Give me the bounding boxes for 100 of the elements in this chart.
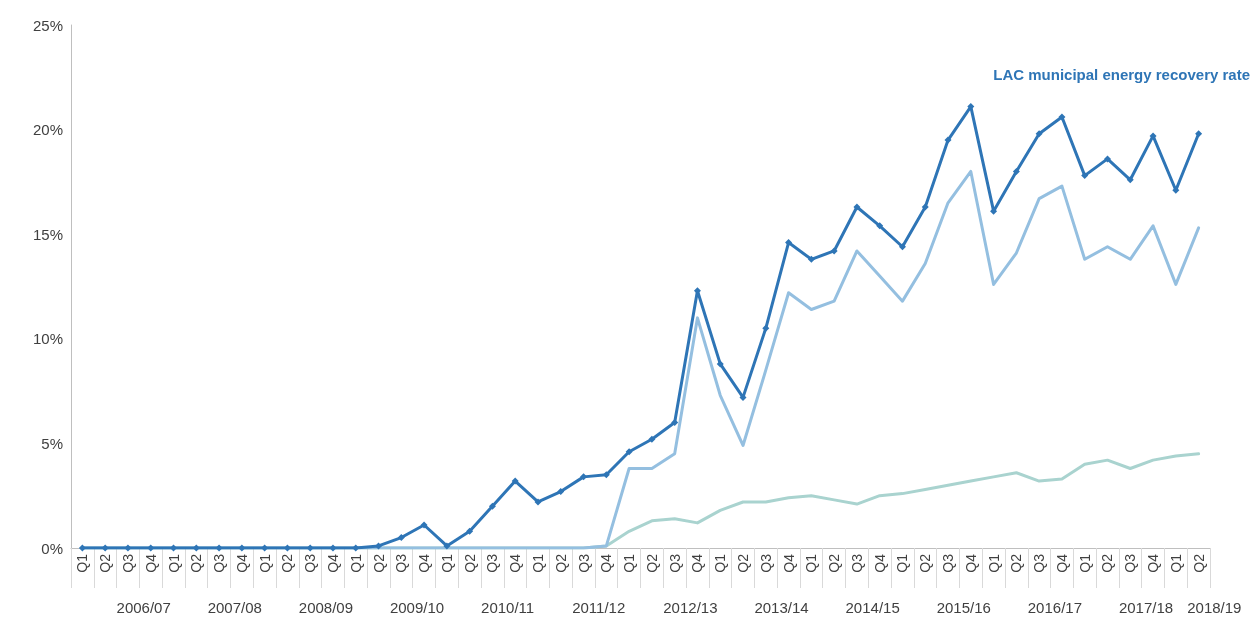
x-tick-label: Q2 (1099, 553, 1116, 573)
y-tick-label: 15% (32, 225, 63, 243)
x-tick-label: Q2 (826, 553, 843, 573)
point (397, 534, 405, 542)
point (898, 243, 906, 251)
x-tick-label: Q4 (962, 553, 979, 573)
point (329, 544, 337, 552)
x-tick-label: Q1 (438, 553, 455, 573)
point (853, 203, 861, 211)
point (785, 239, 793, 247)
point (921, 203, 929, 211)
text: 2014/15 (845, 599, 900, 616)
text: 2010/11 (481, 599, 535, 616)
x-tick-label: Q3 (484, 553, 501, 573)
point (124, 544, 132, 552)
text: 2015/16 (936, 599, 991, 616)
text: 2012/13 (663, 599, 718, 616)
point (1058, 113, 1066, 121)
point (466, 527, 474, 535)
x-tick-label: Q1 (1167, 553, 1184, 573)
y-tick-label: 20% (32, 121, 63, 139)
point (1195, 130, 1203, 138)
y-tick-label: 0% (41, 539, 63, 557)
x-tick-label: Q1 (529, 553, 546, 573)
x-tick-label: Q1 (803, 553, 820, 573)
x-tick-label: Q4 (1145, 553, 1162, 573)
x-tick-label: Q3 (848, 553, 865, 573)
x-tick-label: Q2 (279, 553, 296, 573)
x-tick-label: Q3 (666, 553, 683, 573)
point (443, 542, 451, 550)
point (648, 435, 656, 443)
point (716, 360, 724, 368)
x-tick-label: Q1 (165, 553, 182, 573)
x-tick-label: Q2 (552, 553, 569, 573)
text: 2018/19 (1187, 599, 1242, 616)
x-tick-label: Q2 (188, 553, 205, 573)
x-tick-label: Q1 (712, 553, 729, 573)
x-tick-label: Q1 (1076, 553, 1093, 573)
x-tick-label: Q1 (74, 553, 91, 573)
x-tick-label: Q2 (370, 553, 387, 573)
point (557, 488, 565, 496)
point (1103, 155, 1111, 163)
x-tick-label: Q4 (233, 553, 250, 573)
x-tick-label: Q4 (598, 553, 615, 573)
x-tick-label: Q3 (757, 553, 774, 573)
point (511, 477, 519, 485)
point (1126, 176, 1134, 184)
point (876, 222, 884, 230)
x-tick-label: Q1 (985, 553, 1002, 573)
point (625, 448, 633, 456)
text: 2013/14 (754, 599, 809, 616)
x-tick-label: Q1 (256, 553, 273, 573)
x-tick-label: Q4 (689, 553, 706, 573)
text: 2009/10 (389, 599, 445, 616)
point (420, 521, 428, 529)
x-tick-label: Q3 (575, 553, 592, 573)
text: 2007/08 (207, 599, 262, 616)
x-tick-label: Q2 (735, 553, 752, 573)
text: 2016/17 (1027, 599, 1082, 616)
point (1035, 130, 1043, 138)
point (830, 247, 838, 255)
x-tick-label: Q3 (211, 553, 228, 573)
x-tick-label: Q3 (1031, 553, 1048, 573)
x-tick-label: Q1 (621, 553, 638, 573)
x-tick-label: Q3 (940, 553, 957, 573)
point (78, 544, 86, 552)
x-tick-label: Q4 (142, 553, 159, 573)
x-tick-label: Q3 (119, 553, 136, 573)
x-tick-label: Q2 (1190, 553, 1207, 573)
x-tick-label: Q1 (894, 553, 911, 573)
point (534, 498, 542, 506)
point (762, 324, 770, 332)
x-tick-label: Q2 (1008, 553, 1025, 573)
x-tick-label: Q4 (1053, 553, 1070, 573)
text: LAC municipal energy recovery rate (993, 65, 1250, 83)
x-tick-label: Q3 (302, 553, 319, 573)
x-tick-label: Q3 (393, 553, 410, 573)
text: 2011/12 (572, 599, 626, 616)
x-tick-label: Q3 (1122, 553, 1139, 573)
x-tick-label: Q2 (461, 553, 478, 573)
text: 2006/07 (116, 599, 171, 616)
x-tick-label: Q4 (871, 553, 888, 573)
point (101, 544, 109, 552)
x-tick-label: Q1 (347, 553, 364, 573)
point (215, 544, 223, 552)
y-tick-label: 5% (41, 434, 63, 452)
x-tick-label: Q4 (780, 553, 797, 573)
x-tick-label: Q4 (324, 553, 341, 573)
text: 2008/09 (298, 599, 354, 616)
x-tick-label: Q2 (643, 553, 660, 573)
point (1012, 167, 1020, 175)
point (944, 136, 952, 144)
point (807, 255, 815, 263)
point (1081, 172, 1089, 180)
x-tick-label: Q4 (416, 553, 433, 573)
point (671, 418, 679, 426)
y-tick-label: 25% (32, 16, 63, 34)
x-tick-label: Q4 (507, 553, 524, 573)
x-tick-label: Q2 (97, 553, 114, 573)
x-tick-label: Q2 (917, 553, 934, 573)
